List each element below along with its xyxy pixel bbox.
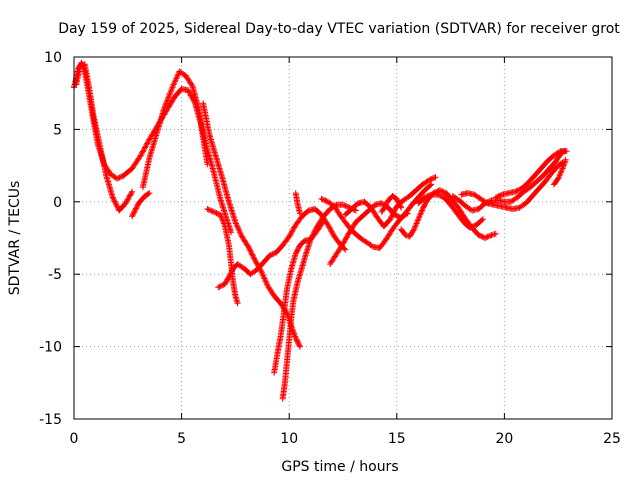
x-tick-label: 10	[280, 431, 298, 447]
series-markers	[215, 206, 349, 291]
x-tick-label: 20	[495, 431, 513, 447]
series-markers	[327, 200, 411, 268]
series-markers	[129, 190, 153, 220]
series-arc-12	[327, 200, 411, 268]
series-markers	[139, 68, 211, 191]
series-markers	[378, 193, 405, 215]
y-tick-label: 10	[44, 50, 62, 66]
y-tick-label: -10	[39, 340, 62, 356]
chart-title: Day 159 of 2025, Sidereal Day-to-day VTE…	[58, 21, 620, 37]
series-markers	[415, 191, 486, 231]
series-markers	[550, 156, 569, 188]
x-tick-label: 25	[603, 431, 621, 447]
y-axis-label: SDTVAR / TECUs	[7, 181, 23, 296]
series-arc-17	[449, 148, 568, 214]
series-arc-3	[129, 190, 153, 220]
series-markers	[458, 159, 566, 212]
series-arc-10	[292, 190, 303, 217]
series-arc-20	[550, 156, 569, 188]
y-tick-label: 5	[53, 122, 62, 138]
series-arc-19	[492, 148, 570, 201]
x-tick-label: 0	[70, 431, 79, 447]
series-arc-14	[378, 193, 405, 215]
y-tick-label: -5	[48, 267, 62, 283]
x-tick-label: 5	[177, 431, 186, 447]
x-tick-label: 15	[388, 431, 406, 447]
series-markers	[73, 61, 136, 214]
series-arc-18	[458, 159, 566, 212]
plot-frame	[73, 56, 613, 420]
series-group	[71, 59, 570, 402]
y-tick-label: -15	[39, 412, 62, 428]
y-tick-label: 0	[53, 195, 62, 211]
series-arc-2	[73, 61, 136, 214]
x-axis-label: GPS time / hours	[281, 459, 398, 475]
series-arc-16	[415, 191, 486, 231]
series-markers	[492, 148, 570, 201]
series-markers	[318, 181, 435, 252]
series-markers	[449, 148, 568, 214]
series-arc-11	[318, 181, 435, 252]
series-markers	[292, 190, 303, 217]
series-arc-4	[139, 68, 211, 191]
series-arc-7	[215, 206, 349, 291]
